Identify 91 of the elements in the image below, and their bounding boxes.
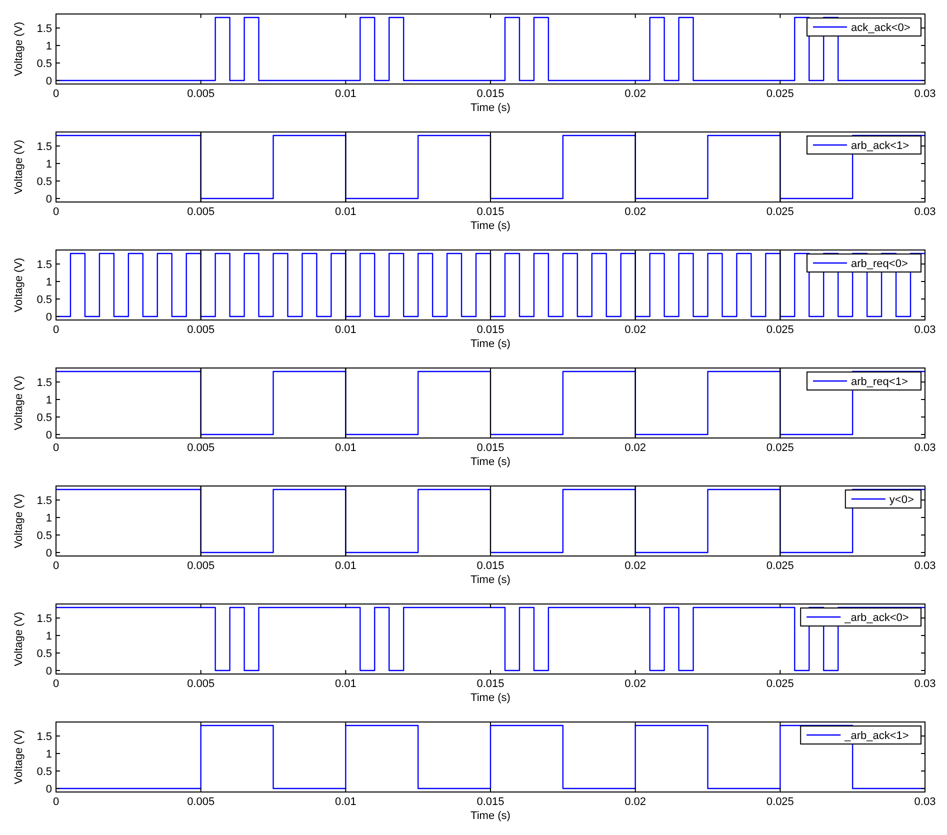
legend-label: ack_ack<0> <box>851 22 910 34</box>
y-tick-label: 0 <box>46 548 52 560</box>
x-tick-label: 0.02 <box>624 442 646 454</box>
x-tick-label: 0.02 <box>624 678 646 690</box>
x-tick-label: 0.025 <box>766 560 794 572</box>
x-tick-label: 0.015 <box>476 206 504 218</box>
y-tick-label: 0.5 <box>36 412 52 424</box>
y-tick-label: 0.5 <box>36 766 52 778</box>
y-tick-label: 1.5 <box>36 141 52 153</box>
x-tick-label: 0.025 <box>766 796 794 808</box>
y-tick-label: 1.5 <box>36 731 52 743</box>
y-tick-label: 1.5 <box>36 613 52 625</box>
x-tick-label: 0.005 <box>187 442 215 454</box>
x-tick-label: 0.01 <box>334 206 356 218</box>
x-tick-label: 0.025 <box>766 88 794 100</box>
y-axis-title: Voltage (V) <box>13 22 25 76</box>
y-tick-label: 1 <box>46 158 52 170</box>
y-tick-label: 1 <box>46 40 52 52</box>
y-axis-title: Voltage (V) <box>13 730 25 784</box>
x-tick-label: 0.02 <box>624 206 646 218</box>
x-tick-label: 0.02 <box>624 560 646 572</box>
x-tick-label: 0.03 <box>914 442 936 454</box>
x-tick-label: 0.005 <box>187 560 215 572</box>
x-tick-label: 0.01 <box>334 88 356 100</box>
y-axis-title: Voltage (V) <box>13 612 25 666</box>
y-tick-label: 0 <box>46 76 52 88</box>
y-tick-label: 0 <box>46 784 52 796</box>
x-tick-label: 0.025 <box>766 206 794 218</box>
x-axis-title: Time (s) <box>470 220 510 232</box>
y-axis-title: Voltage (V) <box>13 376 25 430</box>
y-tick-label: 1.5 <box>36 23 52 35</box>
x-tick-label: 0.02 <box>624 796 646 808</box>
legend-label: arb_ack<1> <box>851 140 910 152</box>
x-tick-label: 0.015 <box>476 678 504 690</box>
x-axis-title: Time (s) <box>470 574 510 586</box>
y-tick-label: 1 <box>46 630 52 642</box>
x-tick-label: 0.03 <box>914 796 936 808</box>
y-axis-title: Voltage (V) <box>13 140 25 194</box>
y-tick-label: 1 <box>46 276 52 288</box>
y-axis-title: Voltage (V) <box>13 494 25 548</box>
legend-label: _arb_ack<0> <box>844 612 909 624</box>
x-tick-label: 0.03 <box>914 678 936 690</box>
x-axis-title: Time (s) <box>470 810 510 822</box>
x-tick-label: 0.005 <box>187 324 215 336</box>
x-tick-label: 0.01 <box>334 796 356 808</box>
x-tick-label: 0.03 <box>914 560 936 572</box>
x-tick-label: 0.015 <box>476 796 504 808</box>
x-tick-label: 0.03 <box>914 88 936 100</box>
y-tick-label: 0 <box>46 666 52 678</box>
y-tick-label: 1 <box>46 748 52 760</box>
x-tick-label: 0.02 <box>624 324 646 336</box>
x-tick-label: 0.015 <box>476 560 504 572</box>
x-tick-label: 0.005 <box>187 678 215 690</box>
x-tick-label: 0.03 <box>914 324 936 336</box>
y-tick-label: 0 <box>46 312 52 324</box>
y-axis-title: Voltage (V) <box>13 258 25 312</box>
y-tick-label: 0 <box>46 430 52 442</box>
x-tick-label: 0.01 <box>334 442 356 454</box>
x-tick-label: 0.015 <box>476 324 504 336</box>
legend-label: arb_req<0> <box>851 258 908 270</box>
y-tick-label: 0.5 <box>36 648 52 660</box>
legend-label: y<0> <box>889 494 914 506</box>
x-axis-title: Time (s) <box>470 102 510 114</box>
y-tick-label: 1 <box>46 394 52 406</box>
x-tick-label: 0.025 <box>766 442 794 454</box>
y-tick-label: 0.5 <box>36 530 52 542</box>
x-tick-label: 0.005 <box>187 796 215 808</box>
x-tick-label: 0.025 <box>766 324 794 336</box>
y-tick-label: 1.5 <box>36 495 52 507</box>
legend-label: arb_req<1> <box>851 376 908 388</box>
y-tick-label: 0.5 <box>36 58 52 70</box>
legend-label: _arb_ack<1> <box>844 730 909 742</box>
x-tick-label: 0.02 <box>624 88 646 100</box>
x-tick-label: 0.005 <box>187 206 215 218</box>
y-tick-label: 0 <box>46 194 52 206</box>
x-tick-label: 0.01 <box>334 678 356 690</box>
y-tick-label: 0.5 <box>36 294 52 306</box>
x-tick-label: 0.01 <box>334 560 356 572</box>
x-tick-label: 0.005 <box>187 88 215 100</box>
x-tick-label: 0.015 <box>476 442 504 454</box>
x-tick-label: 0.03 <box>914 206 936 218</box>
y-tick-label: 1.5 <box>36 377 52 389</box>
x-tick-label: 0.01 <box>334 324 356 336</box>
x-axis-title: Time (s) <box>470 456 510 468</box>
x-tick-label: 0.025 <box>766 678 794 690</box>
x-axis-title: Time (s) <box>470 338 510 350</box>
y-tick-label: 1 <box>46 512 52 524</box>
x-axis-title: Time (s) <box>470 692 510 704</box>
x-tick-label: 0.015 <box>476 88 504 100</box>
y-tick-label: 1.5 <box>36 259 52 271</box>
y-tick-label: 0.5 <box>36 176 52 188</box>
